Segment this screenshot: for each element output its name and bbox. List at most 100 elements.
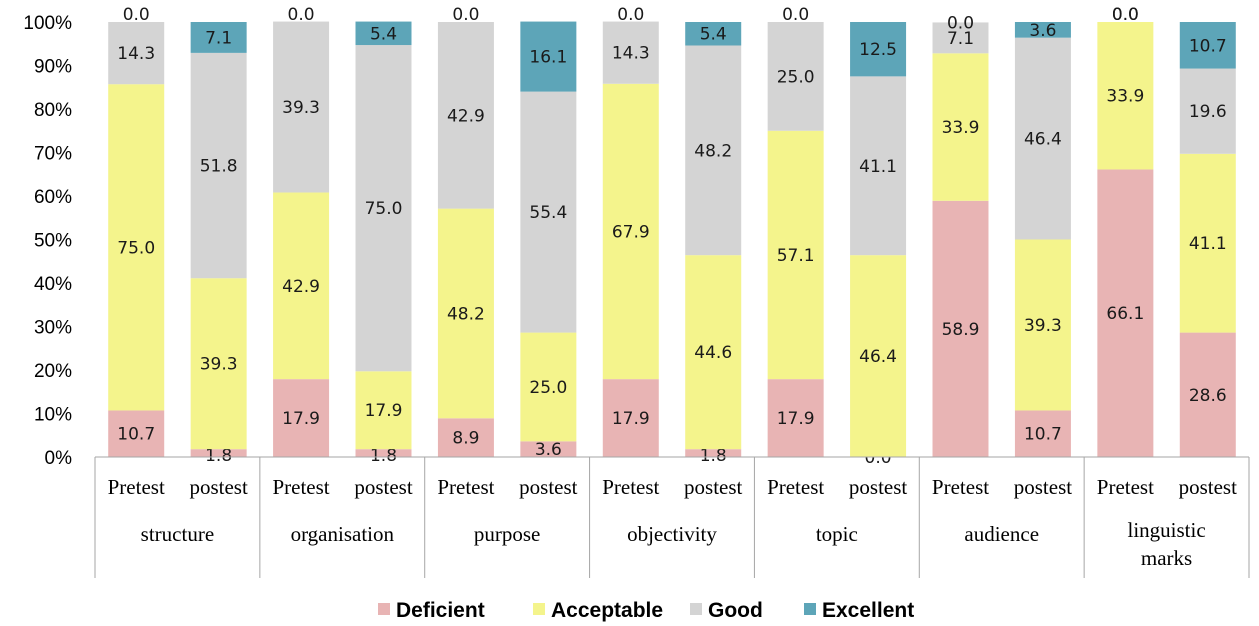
y-tick-label: 20% — [34, 361, 72, 382]
bar-segment-good — [108, 22, 165, 85]
y-tick-label: 70% — [34, 144, 72, 165]
data-label: 1.8 — [370, 446, 397, 466]
data-label: 14.3 — [117, 44, 155, 64]
test-label: Pretest — [272, 475, 329, 499]
data-label: 39.3 — [200, 355, 238, 375]
y-tick-label: 60% — [34, 187, 72, 208]
test-label: postest — [519, 475, 578, 499]
bar-segment-acceptable — [850, 255, 907, 457]
group-label: organisation — [291, 522, 395, 546]
data-label: 17.9 — [282, 409, 320, 429]
bar-segment-deficient — [273, 379, 330, 457]
data-label: 10.7 — [1024, 425, 1062, 445]
bar-segment-acceptable — [273, 192, 330, 380]
bar-segment-deficient — [1014, 410, 1071, 457]
data-label: 17.9 — [612, 409, 650, 429]
bar-segment-excellent — [1014, 22, 1071, 38]
group-label: purpose — [474, 522, 541, 546]
y-tick-label: 80% — [34, 100, 72, 121]
bar-segment-deficient — [602, 379, 659, 457]
legend-label: Acceptable — [551, 599, 663, 622]
y-tick-label: 90% — [34, 57, 72, 78]
bar-segment-excellent — [520, 21, 577, 92]
bar-segment-excellent — [1179, 22, 1236, 69]
bar-segment-acceptable — [685, 255, 742, 450]
bar-segment-good — [355, 45, 412, 372]
bar-segment-deficient — [355, 449, 412, 457]
data-label: 7.1 — [947, 29, 974, 49]
y-tick-label: 30% — [34, 318, 72, 339]
data-label: 0.0 — [288, 5, 315, 25]
bar-segment-acceptable — [767, 130, 824, 380]
data-label: 1.8 — [700, 446, 727, 466]
group-label: linguistic — [1127, 518, 1205, 542]
bar-segment-excellent — [355, 21, 412, 46]
bar-segment-excellent — [190, 22, 247, 53]
y-tick-label: 40% — [34, 274, 72, 295]
legend-label: Excellent — [822, 599, 914, 622]
legend-label: Good — [708, 599, 763, 622]
data-label: 16.1 — [529, 48, 567, 68]
data-label: 41.1 — [859, 157, 897, 177]
bar-segment-good — [1179, 68, 1236, 154]
group-label: structure — [141, 522, 214, 546]
legend-swatch — [533, 603, 545, 615]
bar-segment-good — [273, 21, 330, 193]
data-label: 41.1 — [1189, 234, 1227, 254]
data-label: 48.2 — [447, 304, 485, 324]
bar-segment-good — [685, 45, 742, 256]
bar-segment-good — [850, 76, 907, 256]
bar-segment-deficient — [767, 379, 824, 457]
y-tick-label: 10% — [34, 405, 72, 426]
test-label: postest — [1179, 475, 1238, 499]
data-label: 67.9 — [612, 222, 650, 242]
data-label: 33.9 — [942, 118, 980, 138]
data-label: 10.7 — [1189, 36, 1227, 56]
bar-segment-acceptable — [932, 53, 989, 201]
data-label: 75.0 — [117, 238, 155, 258]
bar-segment-good — [437, 22, 494, 209]
bar-segment-deficient — [932, 200, 989, 457]
bar-segment-deficient — [108, 410, 165, 457]
bar-segment-deficient — [1097, 169, 1154, 457]
test-label: Pretest — [108, 475, 165, 499]
data-label: 25.0 — [529, 378, 567, 398]
test-label: postest — [354, 475, 413, 499]
data-label: 1.8 — [205, 446, 232, 466]
data-label: 0.0 — [452, 5, 479, 25]
data-label: 66.1 — [1106, 304, 1144, 324]
bar-segment-good — [602, 21, 659, 84]
bar-segment-acceptable — [1179, 153, 1236, 333]
data-label: 0.0 — [617, 5, 644, 25]
data-label: 48.2 — [694, 141, 732, 161]
group-label: marks — [1141, 546, 1192, 570]
data-label: 7.1 — [205, 28, 232, 48]
test-label: postest — [684, 475, 743, 499]
data-label: 12.5 — [859, 40, 897, 60]
data-label: 75.0 — [365, 199, 403, 219]
bar-segment-good — [767, 22, 824, 131]
bar-segment-good — [520, 91, 577, 333]
legend-label: Deficient — [396, 599, 485, 622]
legend-swatch — [378, 603, 390, 615]
bar-segment-deficient — [520, 441, 577, 457]
data-label: 44.6 — [694, 343, 732, 363]
group-label: audience — [964, 522, 1039, 546]
data-label: 0.0 — [1112, 5, 1139, 25]
data-label: 55.4 — [529, 203, 567, 223]
test-label: Pretest — [767, 475, 824, 499]
data-label: 17.9 — [777, 409, 815, 429]
data-label: 58.9 — [942, 320, 980, 340]
y-tick-label: 0% — [45, 448, 73, 469]
data-label: 14.3 — [612, 44, 650, 64]
data-label: 25.0 — [777, 67, 815, 87]
bar-segment-acceptable — [355, 371, 412, 450]
data-label: 51.8 — [200, 157, 238, 177]
bar-segment-good — [1014, 37, 1071, 240]
test-label: postest — [1014, 475, 1073, 499]
data-label: 42.9 — [447, 106, 485, 126]
test-label: Pretest — [932, 475, 989, 499]
group-label: topic — [816, 522, 858, 546]
test-label: postest — [189, 475, 248, 499]
